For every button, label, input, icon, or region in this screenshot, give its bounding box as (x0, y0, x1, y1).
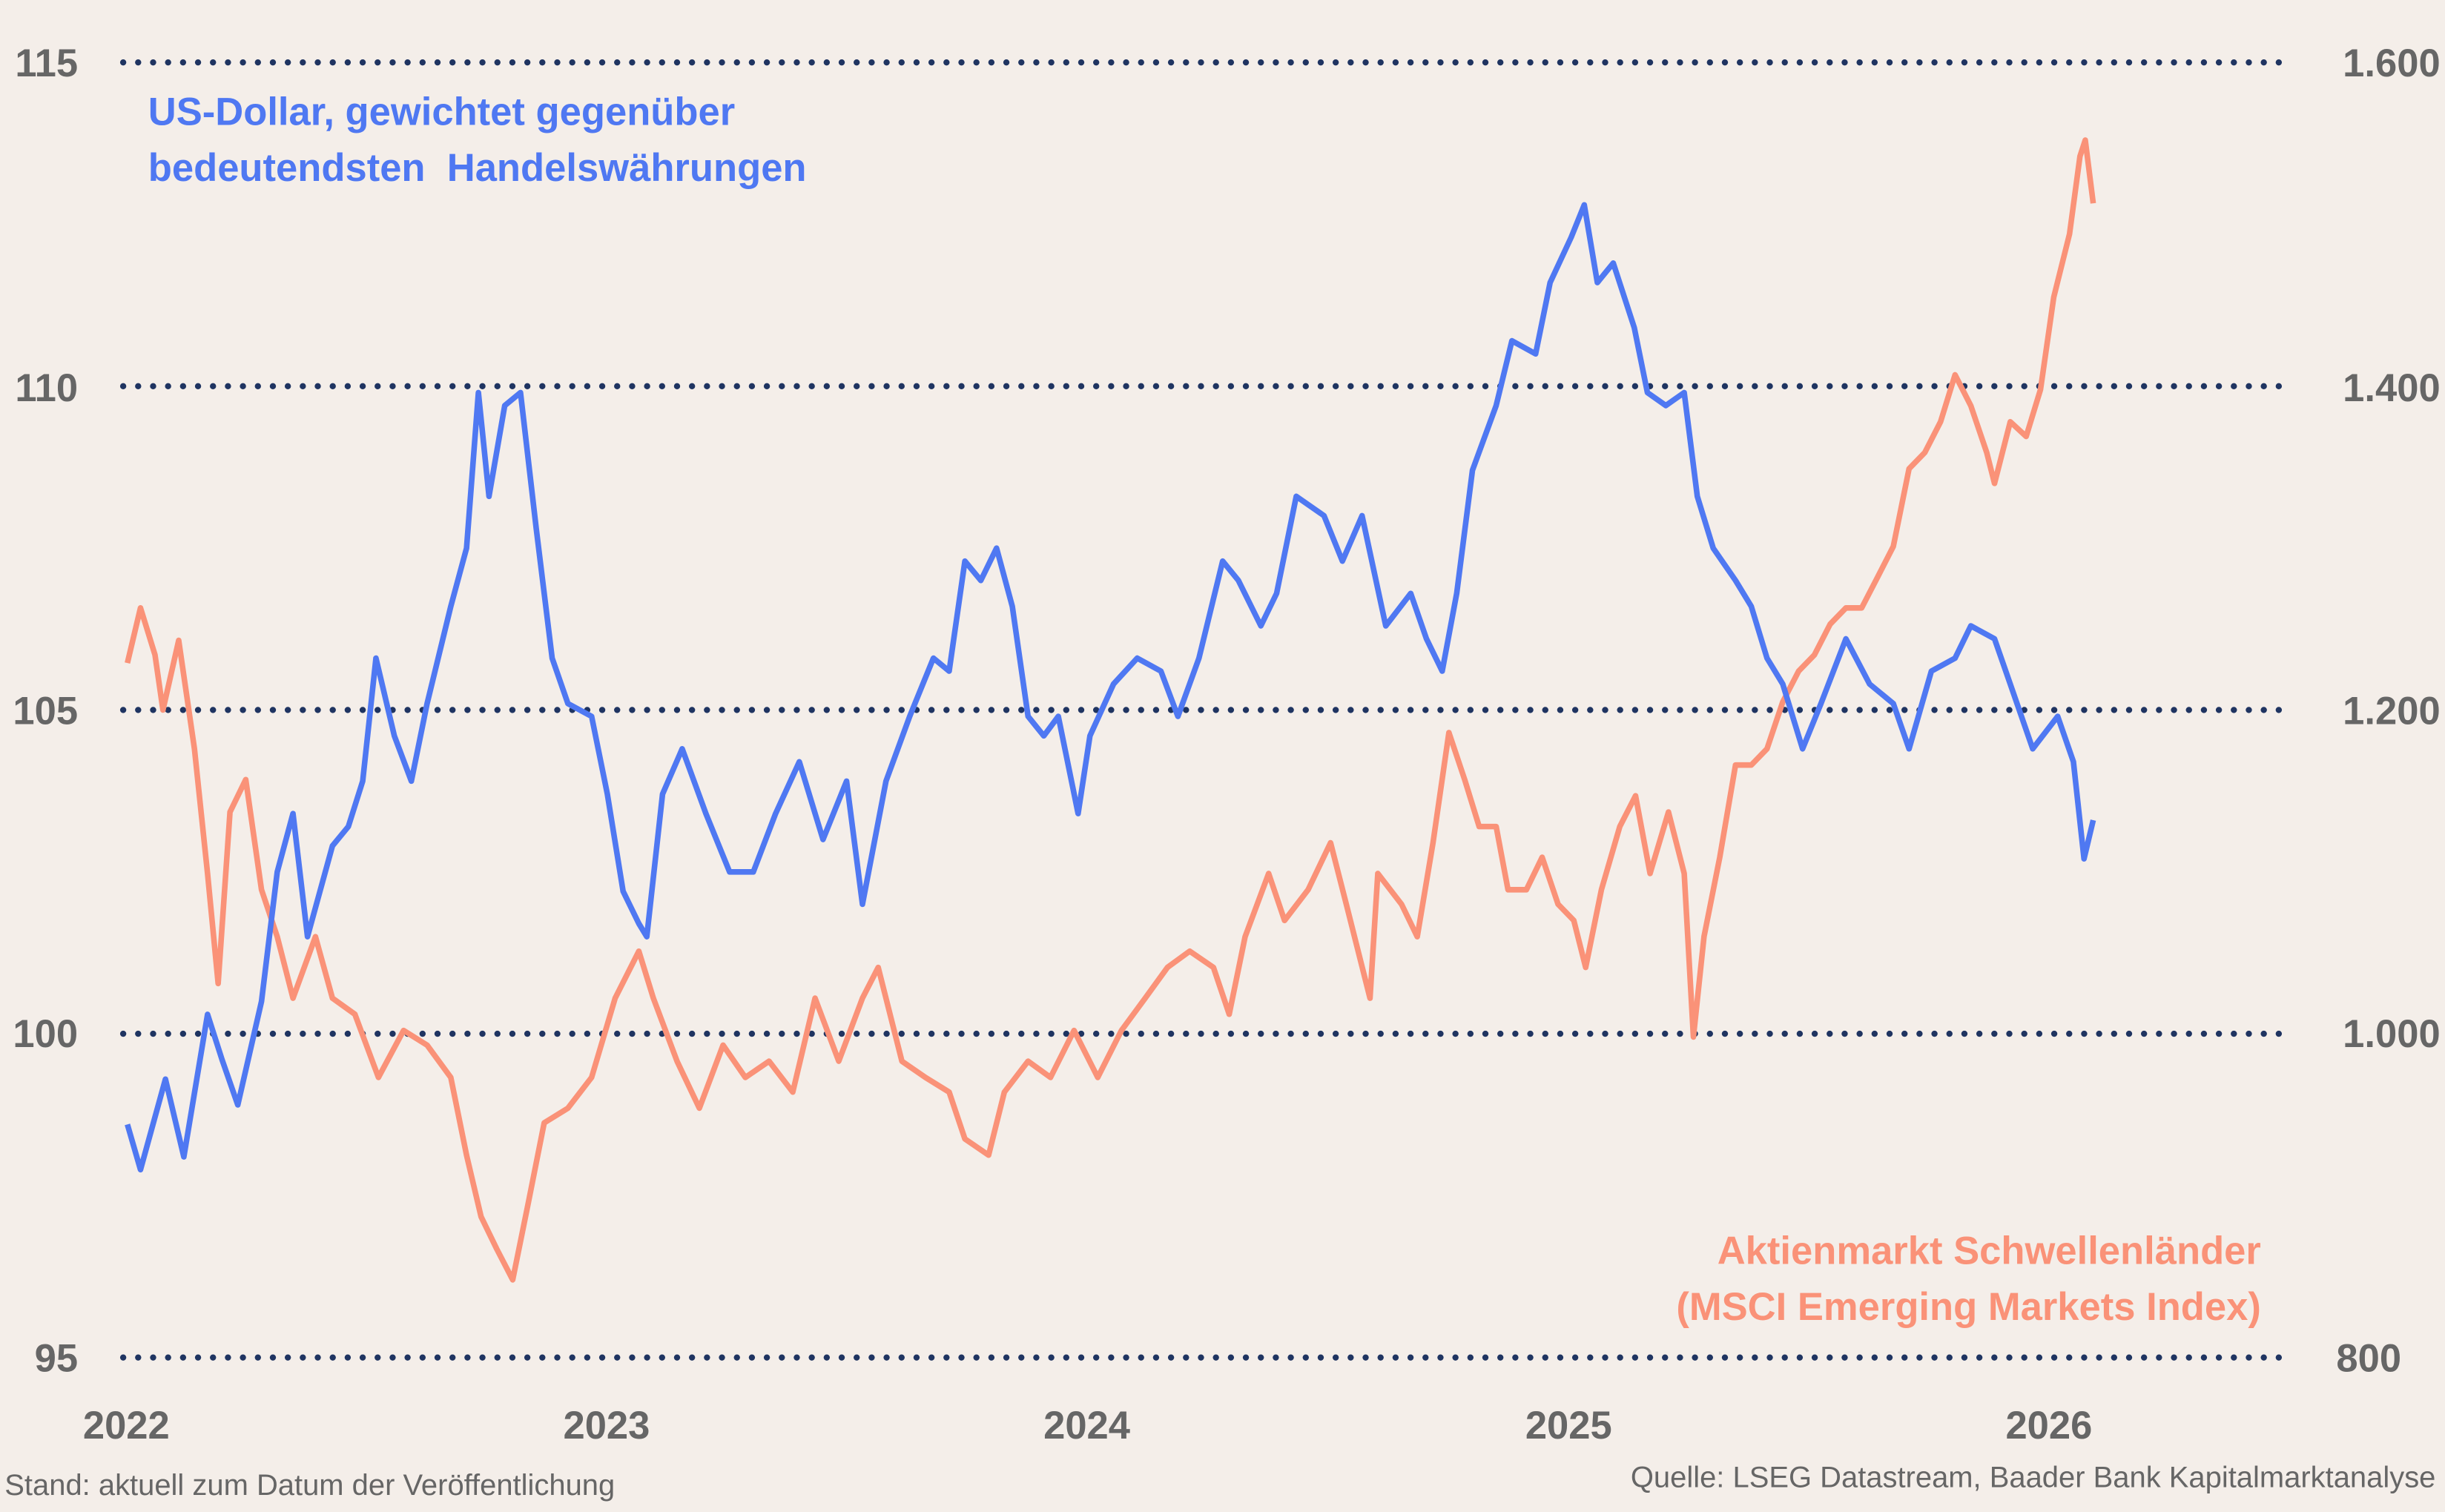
footer-note: Stand: aktuell zum Datum der Veröffentli… (4, 1469, 615, 1502)
right-tick-label: 1.000 (2343, 1012, 2441, 1056)
right-axis: 1.600 1.400 1.200 1.000 800 (2336, 42, 2440, 1381)
footer-source: Quelle: LSEG Datastream, Baader Bank Kap… (1631, 1461, 2436, 1493)
right-tick-label: 1.200 (2343, 689, 2441, 733)
em-legend: Aktienmarkt Schwellenländer (MSCI Emergi… (1676, 1229, 2261, 1329)
x-tick-label: 2026 (2005, 1404, 2092, 1447)
left-tick-label: 105 (13, 689, 78, 733)
x-tick-label: 2025 (1525, 1404, 1612, 1447)
x-tick-label: 2023 (563, 1404, 650, 1447)
right-tick-label: 1.600 (2343, 42, 2441, 85)
em-index-line (125, 137, 2096, 1283)
em-legend-line-2: (MSCI Emerging Markets Index) (1676, 1285, 2261, 1329)
em-legend-line-1: Aktienmarkt Schwellenländer (1718, 1229, 2261, 1272)
left-axis: 115 110 105 100 95 (13, 42, 78, 1381)
left-tick-label: 95 (35, 1337, 78, 1381)
left-tick-label: 100 (13, 1012, 78, 1056)
left-tick-label: 115 (15, 42, 78, 85)
x-tick-label: 2022 (83, 1404, 170, 1447)
left-tick-label: 110 (15, 366, 78, 410)
usd-legend-line-1: US-Dollar, gewichtet gegenüber (148, 90, 735, 133)
x-axis: 2022 2023 2024 2025 2026 (83, 1404, 2093, 1447)
usd-legend-line-2: bedeutendsten Handelswährungen (148, 146, 807, 190)
right-tick-label: 1.400 (2343, 366, 2441, 410)
x-tick-label: 2024 (1043, 1404, 1130, 1447)
usd-index-line (125, 202, 2096, 1173)
usd-legend: US-Dollar, gewichtet gegenüber bedeutend… (148, 90, 807, 190)
right-tick-label: 800 (2336, 1337, 2401, 1381)
